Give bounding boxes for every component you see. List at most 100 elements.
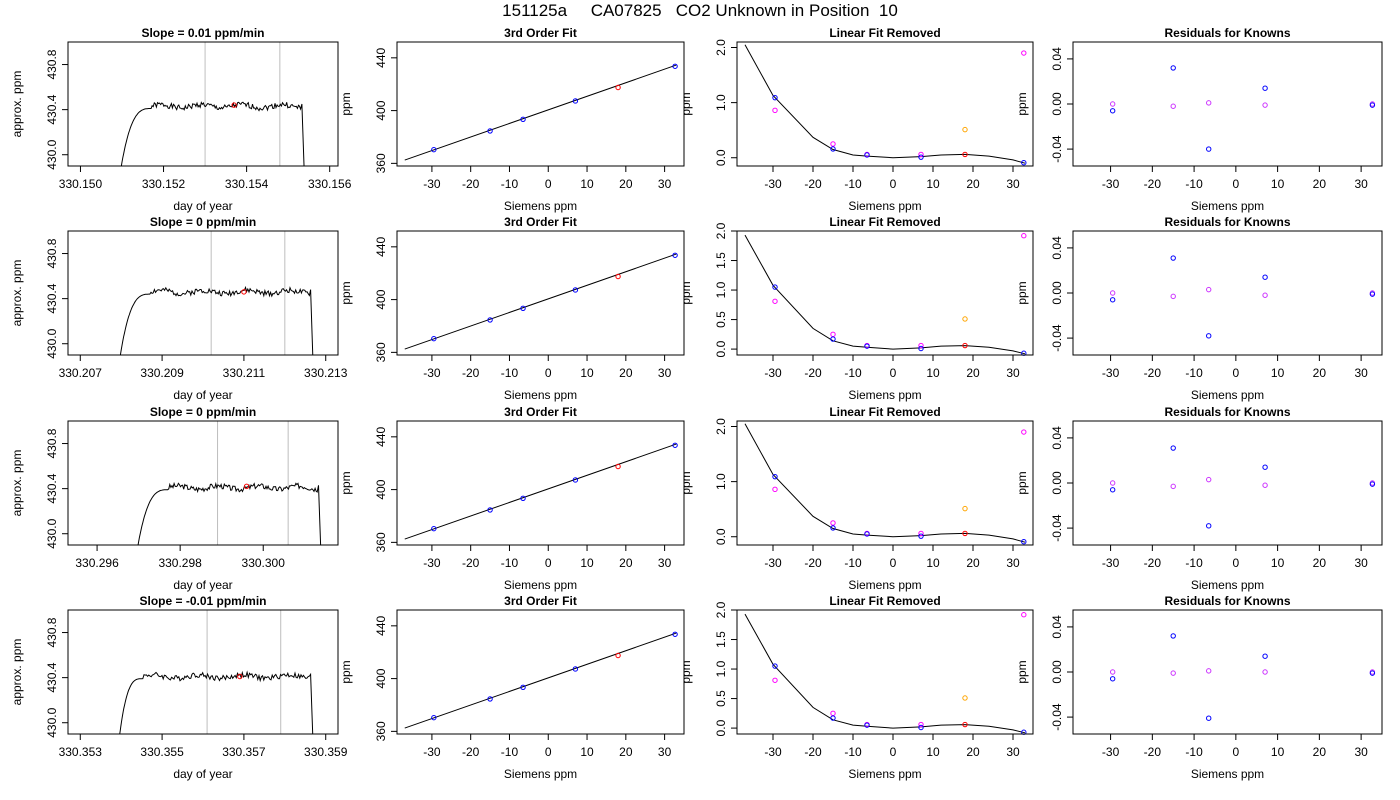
x-tick-label: -10: [501, 366, 519, 380]
unknown-point: [962, 342, 968, 349]
x-tick-label: -30: [1102, 177, 1120, 191]
other-point: [772, 107, 778, 114]
y-tick-label: 360: [374, 153, 388, 173]
known-point: [672, 63, 678, 69]
x-tick-label: -10: [844, 366, 862, 380]
x-axis-label: day of year: [173, 578, 232, 592]
known-point: [672, 631, 678, 637]
x-tick-label: 0: [545, 177, 552, 191]
known-point: [1262, 653, 1268, 659]
orange-point: [962, 126, 968, 133]
x-tick-label: 0: [545, 556, 552, 570]
x-tick-label: 0: [890, 556, 897, 570]
other-point: [1206, 100, 1212, 106]
unknown-point: [962, 721, 968, 728]
panel-title: Linear Fit Removed: [829, 405, 940, 419]
x-tick-label: -20: [1144, 556, 1162, 570]
panel-title: 3rd Order Fit: [504, 405, 577, 419]
y-tick-label: 1.0: [714, 94, 728, 111]
known-point: [1206, 715, 1212, 721]
x-tick-label: -30: [423, 745, 441, 759]
x-tick-label: 330.359: [304, 745, 348, 759]
known-point: [1262, 464, 1268, 470]
x-tick-label: -30: [764, 745, 782, 759]
x-tick-label: -20: [804, 177, 822, 191]
known-point: [520, 305, 526, 312]
other-point: [830, 520, 836, 526]
known-point: [830, 146, 836, 152]
x-axis-label: day of year: [173, 388, 232, 402]
panel-title: Linear Fit Removed: [829, 26, 940, 40]
y-tick-label: 0.0: [714, 719, 728, 736]
y-axis-label: approx. ppm: [10, 71, 24, 138]
panel-r2-c1: Slope = 0 ppm/min day of year approx. ppm 3…: [10, 215, 348, 402]
known-point: [487, 128, 493, 134]
x-axis-label: day of year: [173, 199, 232, 213]
x-tick-label: 30: [1006, 366, 1020, 380]
other-point: [1170, 103, 1176, 109]
x-tick-label: 30: [1006, 177, 1020, 191]
panel-title: Linear Fit Removed: [829, 594, 940, 608]
x-axis-label: Siemens ppm: [504, 767, 577, 781]
panel-r3-c3: Linear Fit Removed Siemens ppm ppm -30 -20 -1…: [679, 405, 1034, 592]
plot-frame: [1072, 230, 1383, 356]
x-tick-label: 330.298: [158, 556, 202, 570]
x-tick-label: -10: [501, 745, 519, 759]
x-tick-label: 10: [1271, 556, 1285, 570]
x-tick-label: 330.213: [304, 366, 348, 380]
y-tick-label: 2.0: [714, 222, 728, 239]
panel-r3-c4: Residuals for Knowns Siemens ppm ppm -30 -20…: [1015, 405, 1383, 592]
known-point: [1369, 102, 1376, 108]
x-tick-label: 20: [619, 366, 633, 380]
other-point: [1262, 292, 1268, 298]
x-tick-label: 330.211: [223, 366, 266, 380]
x-tick-label: 10: [926, 745, 940, 759]
other-point: [1109, 669, 1116, 675]
x-tick-label: 10: [926, 556, 940, 570]
y-tick-label: 0.04: [1050, 615, 1064, 639]
known-point: [1109, 487, 1116, 493]
unknown-marker: [243, 483, 250, 490]
known-point: [487, 696, 493, 702]
y-axis-label: ppm: [1015, 660, 1029, 683]
y-tick-label: 400: [374, 479, 388, 499]
plot-frame: [67, 230, 339, 356]
x-axis-label: day of year: [173, 767, 232, 781]
x-tick-label: 330.156: [308, 177, 352, 191]
panel-r4-c4: Residuals for Knowns Siemens ppm ppm -30 -20…: [1015, 594, 1383, 781]
x-axis-label: Siemens ppm: [1191, 767, 1264, 781]
other-point: [1170, 670, 1176, 676]
known-point: [772, 94, 778, 101]
y-tick-label: 440: [374, 47, 388, 67]
y-tick-label: 430.4: [45, 283, 59, 313]
x-tick-label: 330.357: [222, 745, 266, 759]
x-tick-label: 330.355: [140, 745, 184, 759]
known-point: [431, 525, 437, 532]
known-point: [520, 684, 526, 691]
y-tick-label: 0.04: [1050, 47, 1064, 71]
y-tick-label: 430.8: [45, 238, 59, 268]
x-axis-label: Siemens ppm: [1191, 578, 1264, 592]
other-point: [1262, 102, 1268, 108]
x-tick-label: 20: [619, 745, 633, 759]
y-tick-label: 0.00: [1050, 92, 1064, 116]
plot-frame: [1072, 41, 1383, 167]
panel-r4-c3: Linear Fit Removed Siemens ppm ppm -30 -20 -1…: [679, 594, 1034, 781]
panel-r1-c3: Linear Fit Removed Siemens ppm ppm -30 -20 -1…: [679, 26, 1034, 213]
x-tick-label: 30: [658, 177, 672, 191]
other-point: [1262, 482, 1268, 488]
y-tick-label: 440: [374, 236, 388, 256]
other-point: [830, 331, 836, 338]
known-point: [772, 663, 778, 669]
x-tick-label: 10: [1271, 366, 1285, 380]
y-tick-label: 430.4: [45, 473, 59, 503]
panel-title: Residuals for Knowns: [1164, 26, 1290, 40]
other-point: [1021, 429, 1027, 435]
known-point: [772, 284, 778, 290]
known-point: [431, 146, 437, 153]
unknown-marker: [231, 102, 237, 108]
x-tick-label: -10: [1185, 366, 1203, 380]
known-point: [520, 495, 526, 502]
x-tick-label: 30: [1006, 556, 1020, 570]
known-point: [487, 317, 493, 323]
